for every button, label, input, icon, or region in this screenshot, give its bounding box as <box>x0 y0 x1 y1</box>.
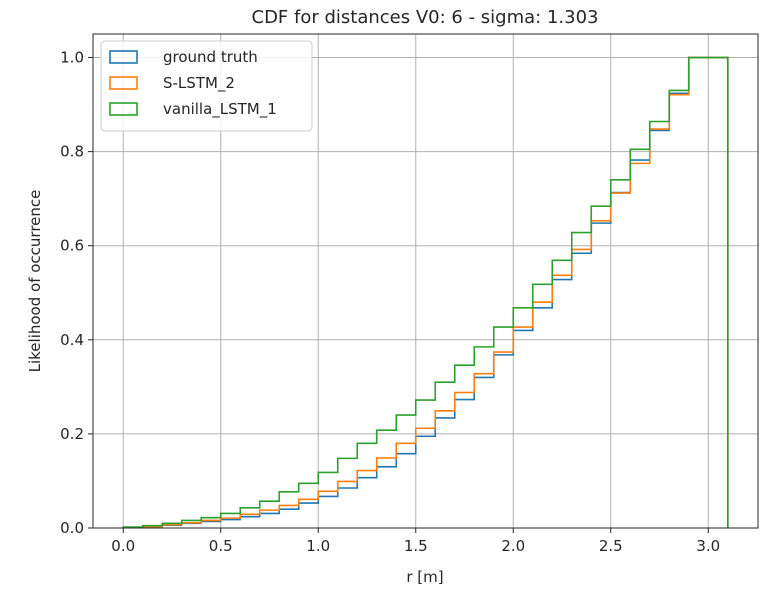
y-tick-label: 1.0 <box>60 49 84 67</box>
x-tick-label: 2.5 <box>599 537 623 555</box>
y-axis: 0.0 0.2 0.4 0.6 0.8 1.0 <box>60 49 93 537</box>
y-tick-label: 0.2 <box>60 425 84 443</box>
y-axis-label: Likelihood of occurrence <box>26 190 44 373</box>
legend-swatch <box>109 76 138 90</box>
legend-label: vanilla_LSTM_1 <box>163 100 277 119</box>
series-line-3 <box>122 56 729 528</box>
x-tick-label: 2.0 <box>501 537 525 555</box>
y-tick-label: 0.4 <box>60 331 84 349</box>
x-tick-label: 3.0 <box>696 537 720 555</box>
legend: ground truth S-LSTM_2 vanilla_LSTM_1 <box>100 40 313 132</box>
x-axis: 0.0 0.5 1.0 1.5 2.0 2.5 3.0 <box>111 528 720 555</box>
x-tick-label: 0.0 <box>111 537 135 555</box>
legend-swatch <box>109 50 138 64</box>
y-tick-label: 0.0 <box>60 519 84 537</box>
legend-label: ground truth <box>163 48 258 66</box>
legend-swatch <box>109 102 138 116</box>
series-layer <box>122 56 729 529</box>
plot-frame <box>92 33 759 529</box>
x-tick-label: 0.5 <box>209 537 233 555</box>
legend-label: S-LSTM_2 <box>163 74 235 93</box>
series-line-2 <box>122 56 729 529</box>
chart-title: CDF for distances V0: 6 - sigma: 1.303 <box>252 7 599 28</box>
y-tick-label: 0.6 <box>60 237 84 255</box>
x-tick-label: 1.0 <box>306 537 330 555</box>
legend-box <box>100 40 313 132</box>
x-tick-label: 1.5 <box>404 537 428 555</box>
x-axis-label: r [m] <box>406 568 443 586</box>
y-tick-label: 0.8 <box>60 143 84 161</box>
